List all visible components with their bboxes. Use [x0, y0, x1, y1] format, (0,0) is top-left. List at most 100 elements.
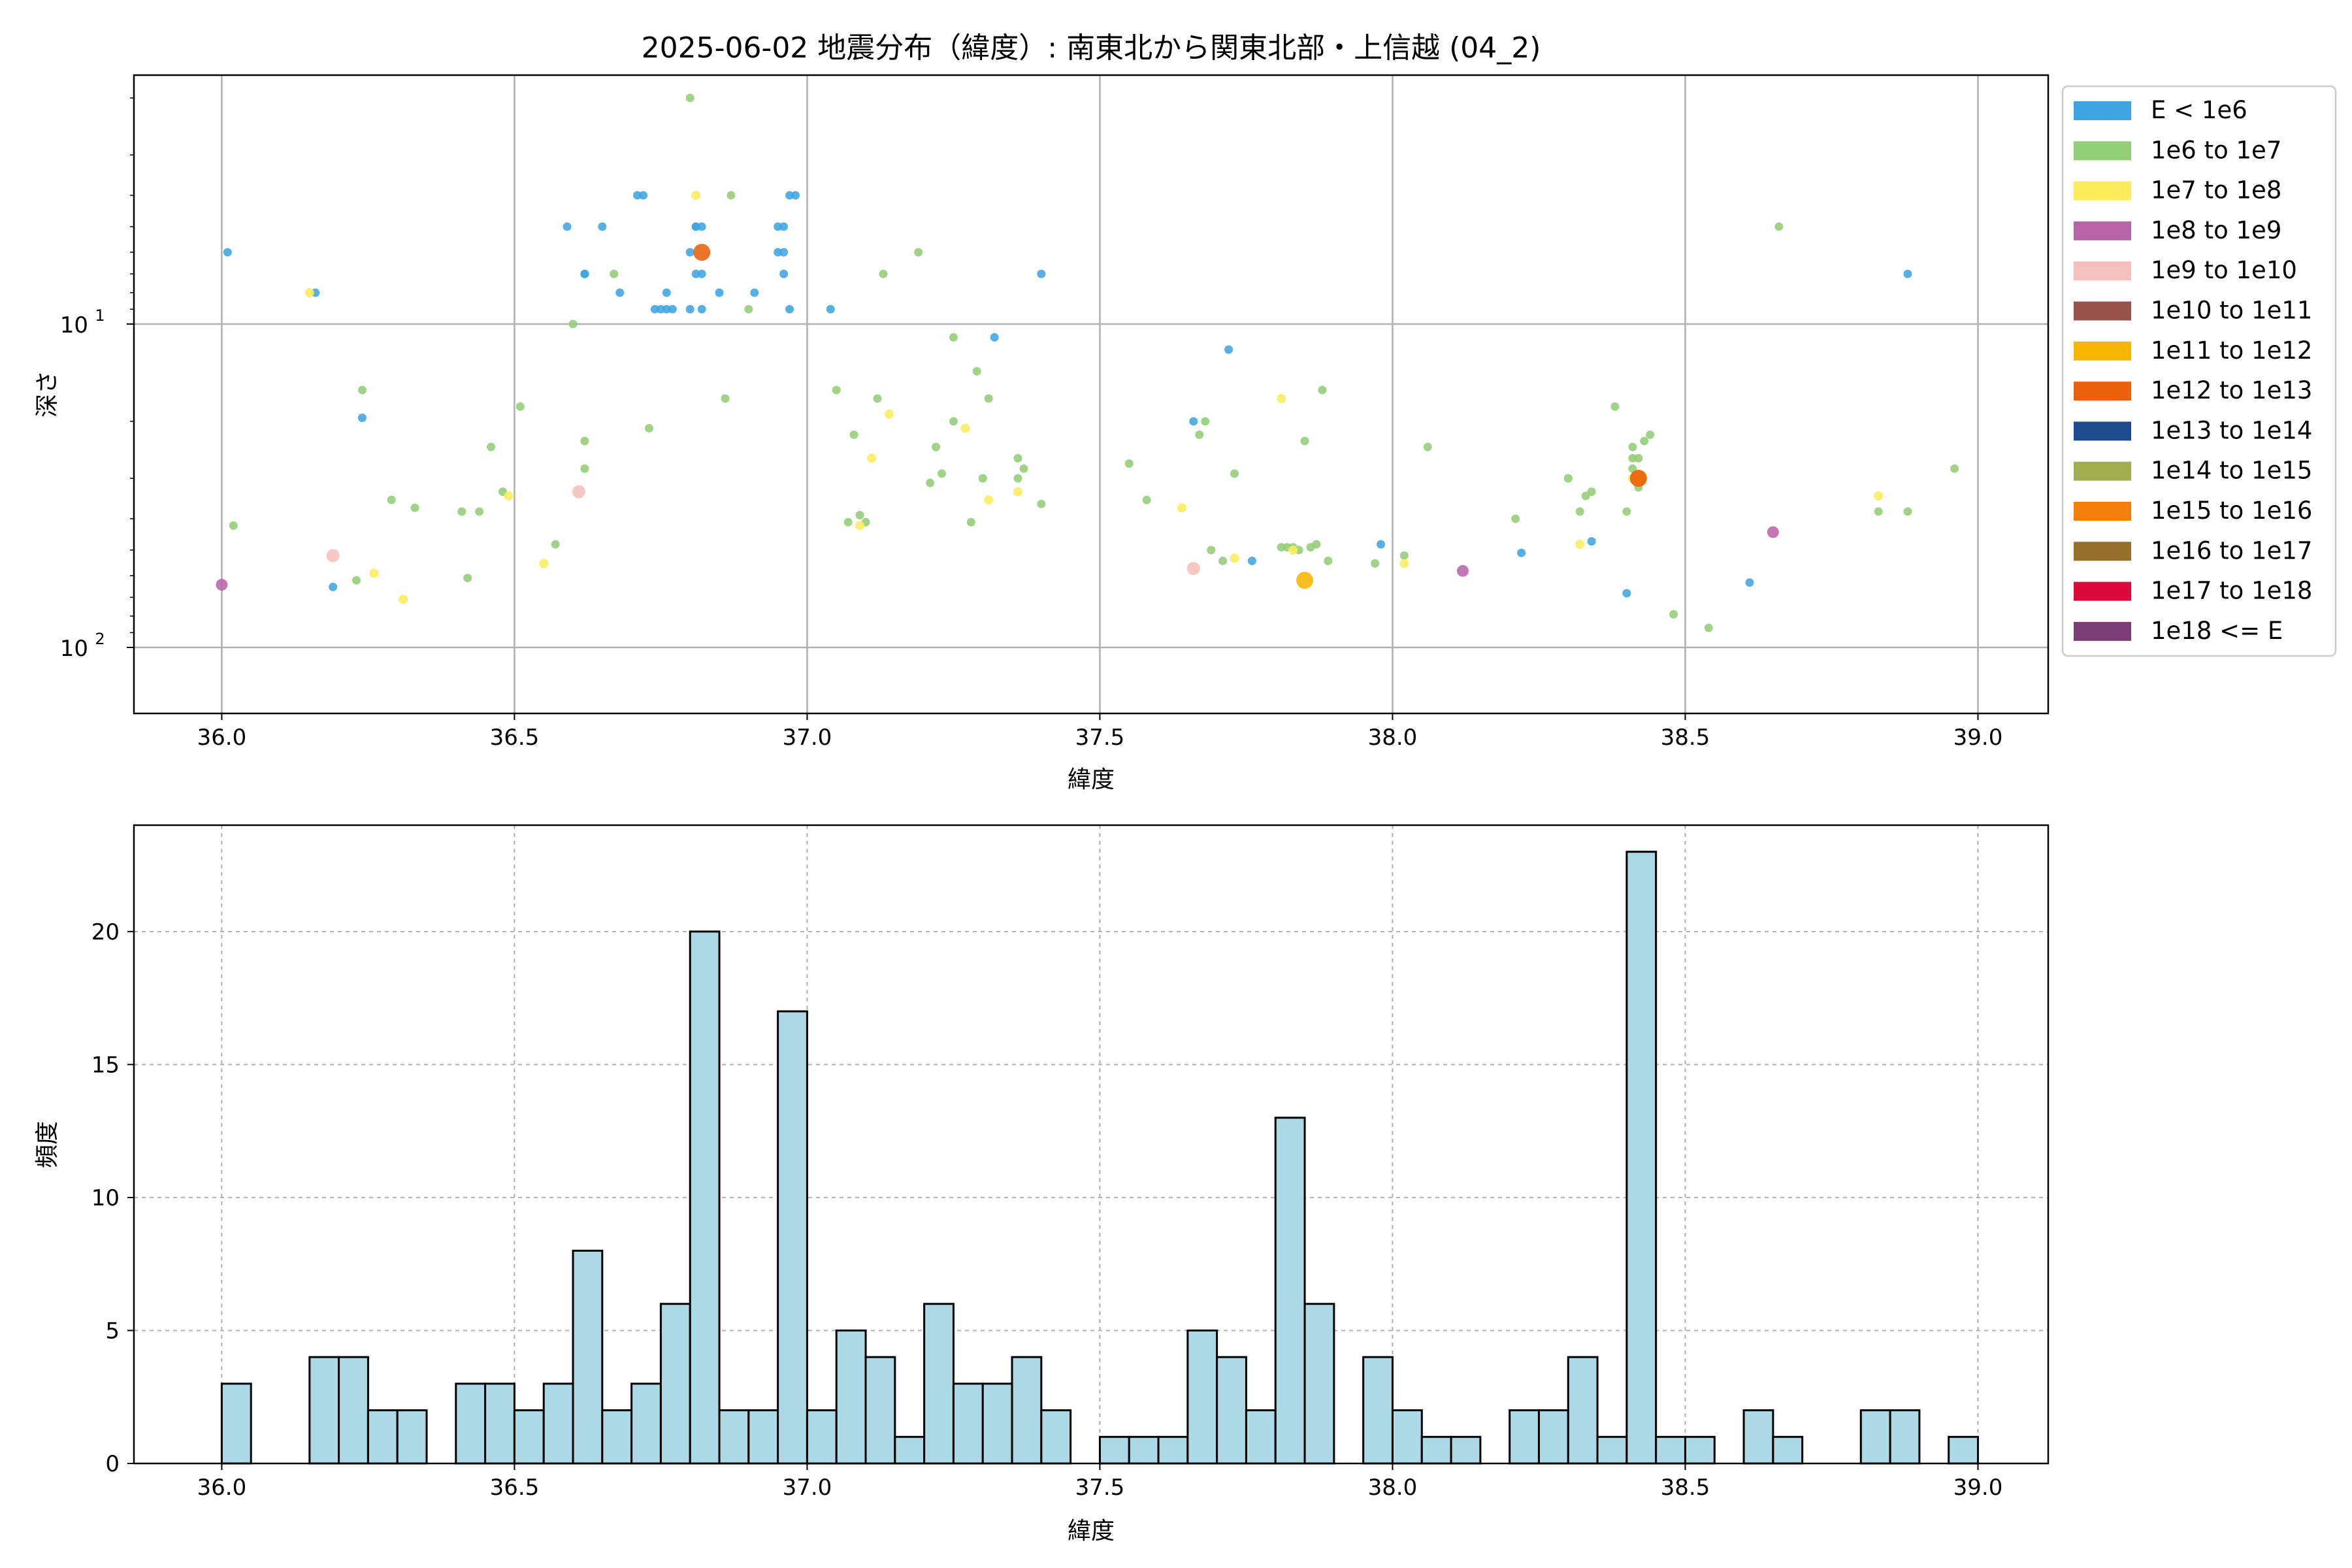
- scatter-point: [697, 269, 706, 278]
- histogram-frame: [133, 824, 2050, 1465]
- histogram-y-tick-label: 10: [91, 1185, 120, 1211]
- scatter-title: 2025-06-02 地震分布（緯度）: 南東北から関東北部・上信越 (04_2…: [642, 31, 1541, 65]
- scatter-point: [1224, 345, 1233, 354]
- histogram-y-tick-label: 0: [105, 1451, 120, 1477]
- histogram-bar: [484, 1382, 515, 1465]
- scatter-point: [369, 568, 379, 578]
- scatter-point: [1371, 559, 1380, 568]
- legend-swatch: [2074, 461, 2131, 481]
- legend-label: 1e12 to 1e13: [2151, 376, 2312, 404]
- legend-label: 1e14 to 1e15: [2151, 457, 2312, 485]
- scatter-point: [990, 333, 999, 342]
- histogram-bar: [747, 1409, 779, 1465]
- scatter-point: [633, 191, 642, 200]
- histogram-bar: [923, 1303, 955, 1465]
- scatter-point: [1517, 548, 1526, 557]
- scatter-point: [685, 304, 694, 314]
- scatter-point: [1874, 507, 1883, 516]
- scatter-point: [832, 385, 841, 395]
- scatter-point: [774, 248, 783, 257]
- scatter-point: [639, 191, 648, 200]
- scatter-point: [1903, 269, 1912, 278]
- scatter-point: [721, 394, 730, 403]
- scatter-point: [1456, 564, 1469, 577]
- histogram-bar: [630, 1382, 662, 1465]
- scatter-point: [568, 319, 578, 329]
- legend-swatch: [2074, 542, 2131, 561]
- scatter-x-tick-label: 37.0: [783, 725, 832, 751]
- scatter-point: [779, 222, 789, 231]
- histogram-bar: [542, 1382, 574, 1465]
- scatter-point: [656, 304, 665, 314]
- histogram-bar: [1450, 1435, 1482, 1465]
- histogram-bar: [806, 1409, 838, 1465]
- scatter-point: [539, 559, 549, 568]
- scatter-point: [1581, 491, 1590, 500]
- scatter-point: [1186, 562, 1200, 576]
- scatter-point: [938, 469, 947, 478]
- scatter-point: [932, 442, 941, 451]
- scatter-point: [1037, 269, 1046, 278]
- histogram-bar: [894, 1435, 926, 1465]
- scatter-point: [229, 521, 238, 530]
- legend-label: 1e16 to 1e17: [2151, 536, 2312, 564]
- legend: E < 1e6 1e6 to 1e7 1e7 to 1e8 1e8 to 1e9 1e9…: [2074, 96, 2312, 645]
- scatter-x-tick-label: 36.0: [197, 725, 247, 751]
- scatter-point: [949, 333, 958, 342]
- scatter-point: [580, 464, 589, 473]
- scatter-point: [785, 191, 794, 200]
- scatter-point: [223, 248, 232, 257]
- scatter-point: [691, 222, 700, 231]
- scatter-point: [580, 269, 589, 278]
- histogram-bar: [1742, 1409, 1774, 1465]
- scatter-point: [1704, 623, 1713, 632]
- scatter-point: [1399, 559, 1409, 568]
- legend-label: 1e18 <= E: [2151, 617, 2283, 645]
- scatter-point: [1587, 487, 1596, 497]
- scatter-point: [216, 579, 228, 591]
- scatter-point: [744, 304, 753, 314]
- scatter-point: [551, 540, 560, 549]
- scatter-point: [1950, 464, 1959, 473]
- legend-swatch: [2074, 341, 2131, 361]
- scatter-point: [779, 269, 789, 278]
- scatter-y-axis-label: 深さ: [34, 370, 61, 417]
- histogram-bar: [1567, 1356, 1599, 1465]
- scatter-x-ticks: 36.0 36.5 37.0 37.5 38.0 38.5 39.0: [197, 713, 2003, 751]
- histogram-bar: [1274, 1117, 1306, 1465]
- histogram-bar: [396, 1409, 428, 1465]
- histogram-bar: [572, 1249, 604, 1465]
- scatter-point: [1399, 551, 1409, 560]
- scatter-x-tick-label: 39.0: [1953, 725, 2003, 751]
- histogram-bar: [835, 1329, 867, 1465]
- histogram-bar: [1537, 1409, 1569, 1465]
- scatter-point: [843, 517, 853, 527]
- scatter-grid: [134, 75, 2048, 713]
- histogram-bar: [1040, 1409, 1072, 1465]
- scatter-y-ticks: 10 1 10 2: [60, 97, 134, 662]
- scatter-point: [1610, 402, 1620, 411]
- scatter-point: [1563, 474, 1573, 483]
- scatter-point: [1288, 545, 1298, 555]
- scatter-point: [1622, 589, 1631, 598]
- histogram-x-tick-label: 38.0: [1368, 1475, 1418, 1501]
- scatter-point: [727, 191, 736, 200]
- histogram-bar: [1216, 1356, 1247, 1465]
- scatter-point: [580, 436, 589, 446]
- legend-swatch: [2074, 101, 2131, 120]
- histogram-bar: [981, 1382, 1013, 1465]
- histogram-bar: [513, 1409, 545, 1465]
- scatter-point: [515, 402, 525, 411]
- scatter-point: [826, 304, 835, 314]
- scatter-point: [563, 222, 572, 231]
- histogram-bar: [864, 1356, 896, 1465]
- scatter-point: [487, 442, 496, 451]
- scatter-point: [1622, 507, 1631, 516]
- scatter-point: [774, 222, 783, 231]
- legend-box: [2061, 85, 2337, 657]
- histogram-bar: [367, 1409, 399, 1465]
- scatter-point: [791, 191, 800, 200]
- scatter-point: [1640, 436, 1649, 446]
- histogram-x-tick-label: 36.5: [490, 1475, 540, 1501]
- scatter-point: [304, 287, 314, 297]
